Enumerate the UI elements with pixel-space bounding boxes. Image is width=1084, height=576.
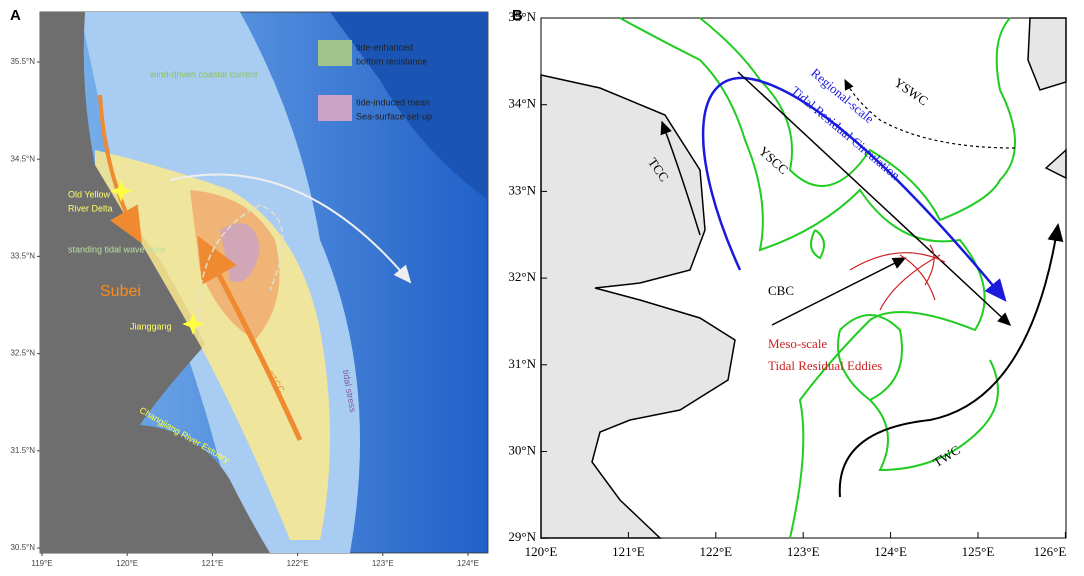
annotation: wind-driven coastal current: [149, 69, 258, 79]
land: [1044, 148, 1067, 180]
annotation: Old Yellow: [68, 189, 111, 199]
y-tick-label: 32.5°N: [10, 349, 35, 358]
axis: 120°E 121°E 122°E 123°E 124°E 125°E 126°E 35°N 3…: [508, 9, 1066, 559]
current-arrow: [737, 71, 1012, 327]
isobath: [699, 17, 1016, 222]
current-arrow: [660, 120, 701, 236]
x-tick-label: 122°E: [287, 559, 309, 568]
annotation: River Delta: [68, 203, 113, 213]
current-arrow: [169, 173, 412, 284]
land: [1027, 17, 1067, 91]
eddies: [849, 244, 946, 311]
y-tick-label: 35.5°N: [10, 57, 35, 66]
annotation: Meso-scale: [768, 336, 827, 351]
panel-label: B: [512, 7, 523, 24]
current-arrow: [771, 257, 907, 326]
current-arrow: [197, 235, 303, 442]
legend-swatch: [318, 95, 352, 121]
annotation: Jianggang: [130, 321, 172, 331]
isobath: [810, 229, 825, 260]
x-tick-label: 124°E: [457, 559, 479, 568]
y-tick-label: 31.5°N: [10, 446, 35, 455]
y-tick-label: 35°N: [508, 9, 536, 24]
x-tick-label: 123°E: [372, 559, 394, 568]
x-tick-label: 121°E: [201, 559, 223, 568]
deep-water: [330, 12, 488, 200]
star: [110, 180, 132, 202]
y-tick-label: 34.5°N: [10, 154, 35, 163]
star: [182, 313, 204, 335]
annotation: Subei: [100, 283, 141, 300]
legend-swatch: [318, 40, 352, 66]
current-arrow: [844, 78, 1016, 149]
x-tick-label: 119°E: [31, 559, 52, 568]
legend-text: Sea-surface set-up: [356, 111, 432, 121]
axis: 119°E 120°E 121°E 122°E 123°E 124°E 35.5°N 34.5…: [10, 57, 478, 568]
legend-text: bottom resistance: [356, 56, 427, 66]
annotation: standing tidal wave area: [68, 244, 165, 254]
x-tick-label: 121°E: [612, 544, 645, 559]
annotation: Tidal Residual Eddies: [768, 358, 882, 373]
y-tick-label: 33.5°N: [10, 252, 35, 261]
y-tick-label: 34°N: [508, 96, 536, 111]
x-tick-label: 120°E: [116, 559, 138, 568]
isobath: [619, 17, 986, 539]
x-tick-label: 122°E: [699, 544, 732, 559]
x-tick-label: 126°E: [1034, 544, 1067, 559]
standing-wave-boundary: [198, 204, 284, 341]
x-tick-label: 124°E: [874, 544, 907, 559]
x-tick-label: 120°E: [525, 544, 558, 559]
isobath: [837, 314, 999, 472]
land: [40, 12, 270, 553]
legend-text: tide-enhanced: [356, 42, 413, 52]
current-arrow: [98, 94, 143, 244]
y-tick-label: 33°N: [508, 182, 536, 197]
y-tick-label: 29°N: [508, 529, 536, 544]
annotation: CBC: [768, 283, 794, 298]
panel-label: A: [10, 7, 21, 24]
x-tick-label: 125°E: [962, 544, 995, 559]
legend-text: tide-induced mean: [356, 97, 430, 107]
y-tick-label: 31°N: [508, 356, 536, 371]
y-tick-label: 32°N: [508, 269, 536, 284]
current-arrow: [838, 223, 1064, 498]
x-tick-label: 123°E: [787, 544, 820, 559]
y-tick-label: 30.5°N: [10, 543, 35, 552]
y-tick-label: 30°N: [508, 442, 536, 457]
